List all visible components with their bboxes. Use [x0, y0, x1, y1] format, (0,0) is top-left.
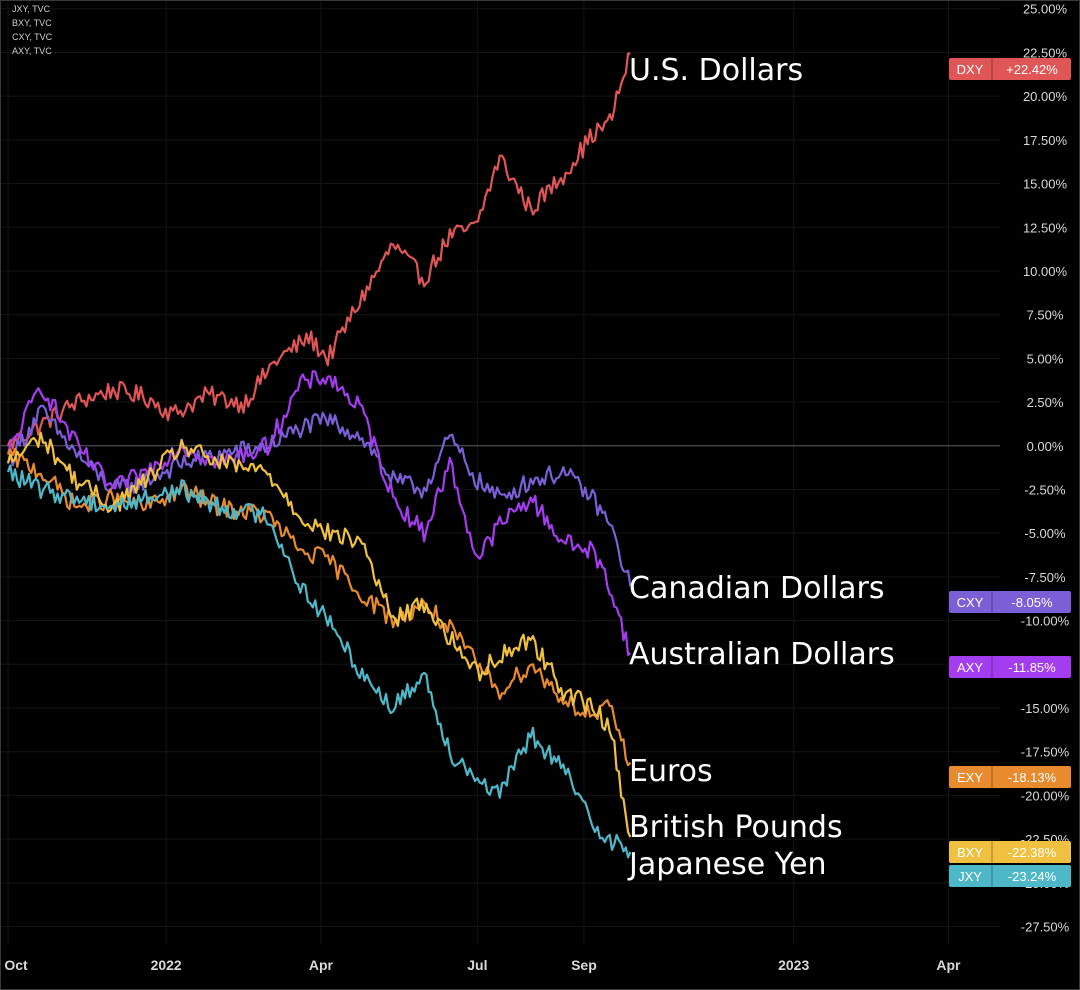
x-tick-label: Sep: [571, 957, 597, 973]
y-tick-label: -7.50%: [1024, 570, 1066, 585]
series-lines: [6, 52, 632, 859]
value-badge-exy: EXY -18.13%: [949, 766, 1071, 788]
badge-symbol: BXY: [957, 845, 983, 860]
y-tick-label: 25.00%: [1023, 2, 1068, 17]
y-tick-label: -17.50%: [1021, 745, 1070, 760]
badge-value: +22.42%: [1006, 62, 1058, 77]
source-label: JXY, TVC: [12, 4, 51, 14]
badge-value: -18.13%: [1008, 770, 1057, 785]
y-tick-label: 7.50%: [1027, 308, 1064, 323]
series-name-axy: Australian Dollars: [629, 637, 895, 672]
badge-symbol: CXY: [957, 595, 984, 610]
y-tick-label: -2.50%: [1024, 482, 1066, 497]
badge-symbol: JXY: [958, 869, 982, 884]
badge-symbol: AXY: [957, 660, 983, 675]
series-labels: U.S. Dollars Canadian Dollars Australian D…: [627, 53, 895, 882]
badge-symbol: EXY: [957, 770, 983, 785]
badge-value: -8.05%: [1011, 595, 1053, 610]
value-badge-cxy: CXY -8.05%: [949, 591, 1071, 613]
y-tick-label: -27.50%: [1021, 920, 1070, 935]
source-label: BXY, TVC: [12, 18, 52, 28]
y-tick-label: 20.00%: [1023, 89, 1068, 104]
x-tick-label: Apr: [936, 957, 961, 973]
series-name-cxy: Canadian Dollars: [629, 571, 885, 606]
series-line-cxy: [6, 404, 632, 587]
badge-symbol: DXY: [957, 62, 984, 77]
x-axis: Oct 2022 Apr Jul Sep 2023 Apr: [4, 957, 961, 973]
badge-background: [949, 766, 1071, 788]
x-tick-label: Jul: [467, 957, 487, 973]
value-badge-jxy: JXY -23.24%: [949, 865, 1071, 887]
series-name-bxy: British Pounds: [629, 810, 843, 845]
y-tick-label: -10.00%: [1021, 614, 1070, 629]
series-line-exy: [7, 447, 632, 767]
x-tick-label: Apr: [309, 957, 334, 973]
value-badge-dxy: DXY +22.42%: [949, 58, 1071, 80]
value-badge-bxy: BXY -22.38%: [949, 841, 1071, 863]
value-badges: DXY +22.42% CXY -8.05% AXY -11.85% EXY -18.13% B…: [949, 58, 1071, 887]
badge-value: -23.24%: [1008, 869, 1057, 884]
badge-background: [949, 841, 1071, 863]
badge-background: [949, 865, 1071, 887]
series-line-bxy: [6, 431, 632, 838]
x-tick-label: Oct: [4, 957, 28, 973]
y-tick-label: -20.00%: [1021, 788, 1070, 803]
y-tick-label: 10.00%: [1023, 264, 1068, 279]
series-name-jxy: Japanese Yen: [627, 847, 827, 882]
value-badge-axy: AXY -11.85%: [949, 656, 1071, 678]
source-labels: JXY, TVC BXY, TVC CXY, TVC AXY, TVC: [12, 4, 53, 56]
badge-value: -22.38%: [1008, 845, 1057, 860]
x-tick-label: 2023: [778, 957, 809, 973]
y-tick-label: 2.50%: [1027, 395, 1064, 410]
source-label: CXY, TVC: [12, 32, 53, 42]
y-tick-label: 5.00%: [1027, 351, 1064, 366]
x-tick-label: 2022: [151, 957, 182, 973]
y-tick-label: -5.00%: [1024, 526, 1066, 541]
y-tick-label: -15.00%: [1021, 701, 1070, 716]
y-tick-label: 12.50%: [1023, 220, 1068, 235]
series-line-jxy: [6, 464, 632, 859]
series-name-exy: Euros: [629, 754, 713, 789]
y-tick-label: 15.00%: [1023, 177, 1068, 192]
source-label: AXY, TVC: [12, 46, 52, 56]
series-line-axy: [6, 370, 632, 656]
badge-background: [949, 656, 1071, 678]
y-tick-label: 17.50%: [1023, 133, 1068, 148]
y-axis: 25.00% 22.50% 20.00% 17.50% 15.00% 12.50% 10.0…: [1021, 2, 1070, 935]
series-name-dxy: U.S. Dollars: [629, 53, 803, 88]
badge-background: [949, 58, 1071, 80]
series-line-dxy: [6, 52, 631, 450]
badge-value: -11.85%: [1008, 660, 1056, 675]
y-tick-label: 22.50%: [1023, 45, 1068, 60]
y-tick-label: 0.00%: [1027, 439, 1064, 454]
badge-background: [949, 591, 1071, 613]
